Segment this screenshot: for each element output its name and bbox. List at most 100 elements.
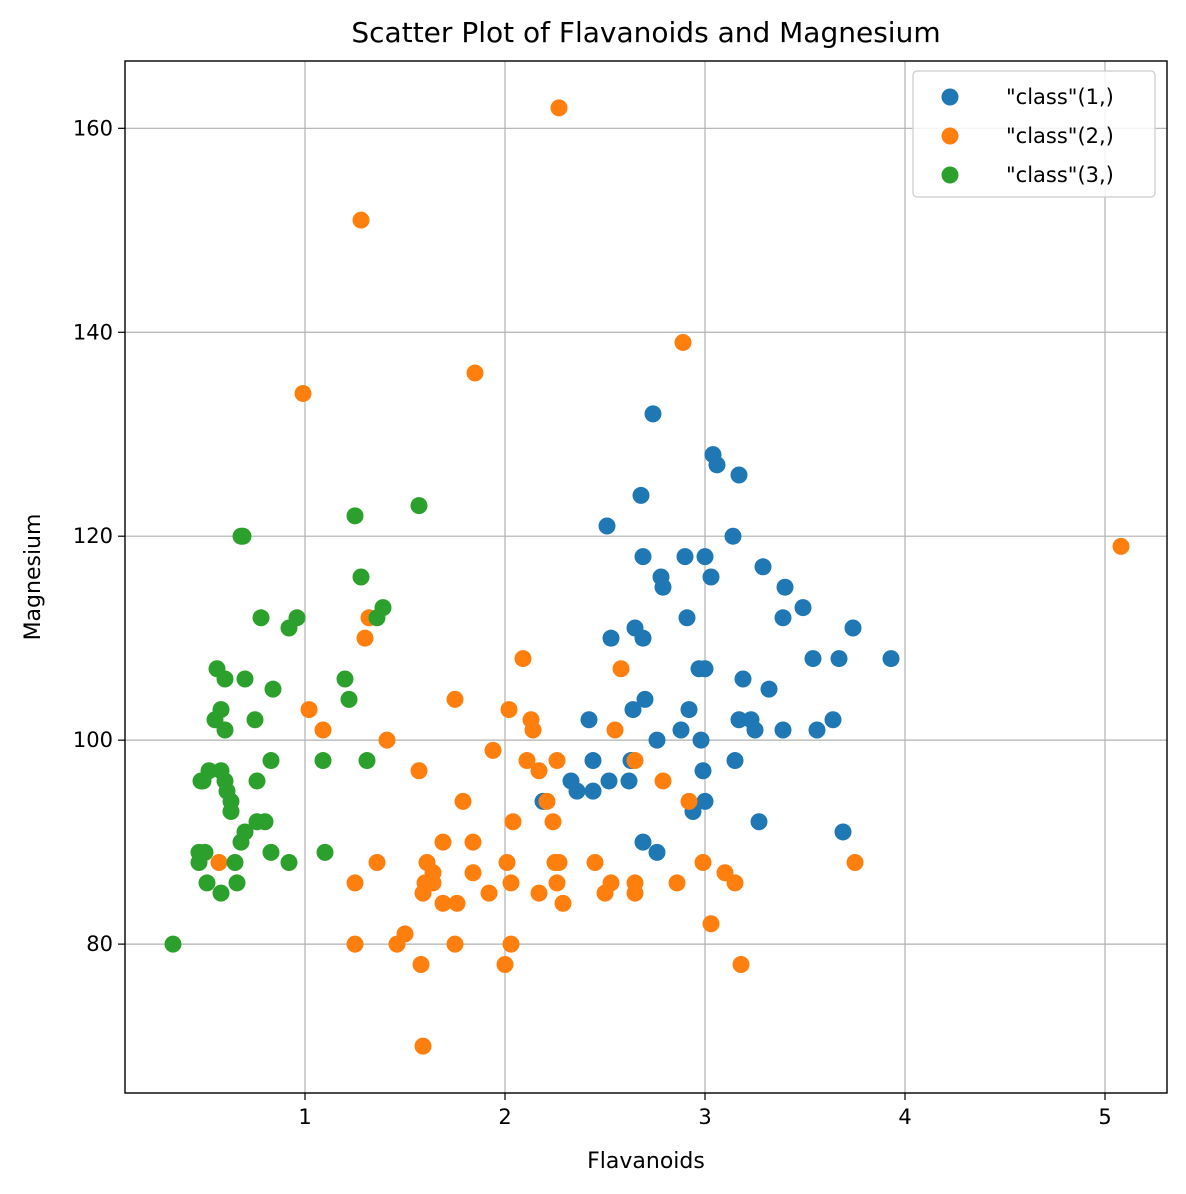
- data-point: [314, 752, 332, 770]
- data-point: [606, 721, 624, 739]
- data-point: [352, 568, 370, 586]
- data-point: [794, 599, 812, 617]
- data-point: [340, 690, 358, 708]
- data-point: [626, 752, 644, 770]
- data-point: [702, 568, 720, 586]
- data-point: [774, 721, 792, 739]
- data-point: [750, 813, 768, 831]
- data-point: [654, 772, 672, 790]
- data-point: [236, 670, 254, 688]
- data-point: [496, 956, 514, 974]
- data-point: [300, 701, 318, 719]
- data-point: [280, 854, 298, 872]
- data-point: [454, 792, 472, 810]
- data-point: [246, 711, 264, 729]
- data-point: [636, 690, 654, 708]
- legend-label: "class"(1,): [1006, 85, 1114, 109]
- data-point: [834, 823, 852, 841]
- data-point: [626, 884, 644, 902]
- data-point: [228, 874, 246, 892]
- data-point: [726, 874, 744, 892]
- scatter-points: [164, 99, 1130, 1055]
- data-point: [346, 507, 364, 525]
- data-point: [500, 701, 518, 719]
- data-point: [774, 609, 792, 627]
- y-tick-label: 80: [86, 932, 113, 956]
- legend-label: "class"(3,): [1006, 163, 1114, 187]
- axis-ticks: 1 2 3 4 5 80 100 120 140 160: [73, 116, 1112, 1129]
- data-point: [524, 721, 542, 739]
- data-point: [730, 466, 748, 484]
- data-point: [346, 935, 364, 953]
- data-point: [346, 874, 364, 892]
- y-axis-label: Magnesium: [21, 514, 46, 641]
- data-point: [424, 864, 442, 882]
- data-point: [502, 874, 520, 892]
- data-point: [694, 854, 712, 872]
- data-point: [378, 731, 396, 749]
- data-point: [262, 752, 280, 770]
- data-point: [726, 752, 744, 770]
- data-point: [804, 650, 822, 668]
- data-point: [1112, 537, 1130, 555]
- data-point: [548, 752, 566, 770]
- data-point: [644, 405, 662, 423]
- data-point: [358, 752, 376, 770]
- data-point: [200, 762, 218, 780]
- data-point: [410, 497, 428, 515]
- data-point: [760, 680, 778, 698]
- data-point: [830, 650, 848, 668]
- data-point: [548, 874, 566, 892]
- data-point: [694, 762, 712, 780]
- data-point: [668, 874, 686, 892]
- data-point: [222, 792, 240, 810]
- data-point: [734, 670, 752, 688]
- data-point: [550, 99, 568, 117]
- data-point: [602, 629, 620, 647]
- data-point: [672, 721, 690, 739]
- data-point: [434, 833, 452, 851]
- data-point: [530, 884, 548, 902]
- data-point: [484, 741, 502, 759]
- data-point: [446, 690, 464, 708]
- data-point: [824, 711, 842, 729]
- data-point: [654, 578, 672, 596]
- x-tick-label: 4: [898, 1105, 911, 1129]
- data-point: [410, 762, 428, 780]
- data-point: [264, 680, 282, 698]
- data-point: [248, 772, 266, 790]
- y-tick-label: 100: [73, 728, 113, 752]
- data-point: [632, 486, 650, 504]
- data-point: [196, 843, 214, 861]
- data-point: [554, 894, 572, 912]
- data-point: [514, 650, 532, 668]
- data-point: [648, 731, 666, 749]
- data-point: [216, 670, 234, 688]
- x-tick-label: 2: [498, 1105, 511, 1129]
- data-point: [464, 864, 482, 882]
- data-point: [412, 956, 430, 974]
- data-point: [602, 874, 620, 892]
- data-point: [678, 609, 696, 627]
- data-point: [586, 854, 604, 872]
- data-point: [634, 629, 652, 647]
- data-point: [466, 364, 484, 382]
- data-point: [316, 843, 334, 861]
- data-point: [674, 333, 692, 351]
- data-point: [776, 578, 794, 596]
- data-point: [580, 711, 598, 729]
- data-point: [696, 792, 714, 810]
- y-tick-label: 160: [73, 116, 113, 140]
- y-tick-label: 120: [73, 524, 113, 548]
- data-point: [252, 609, 270, 627]
- data-point: [498, 854, 516, 872]
- data-point: [696, 548, 714, 566]
- chart-title: Scatter Plot of Flavanoids and Magnesium: [351, 16, 940, 49]
- data-point: [256, 813, 274, 831]
- data-point: [236, 823, 254, 841]
- data-point: [708, 456, 726, 474]
- data-point: [198, 874, 216, 892]
- data-point: [480, 884, 498, 902]
- data-point: [692, 731, 710, 749]
